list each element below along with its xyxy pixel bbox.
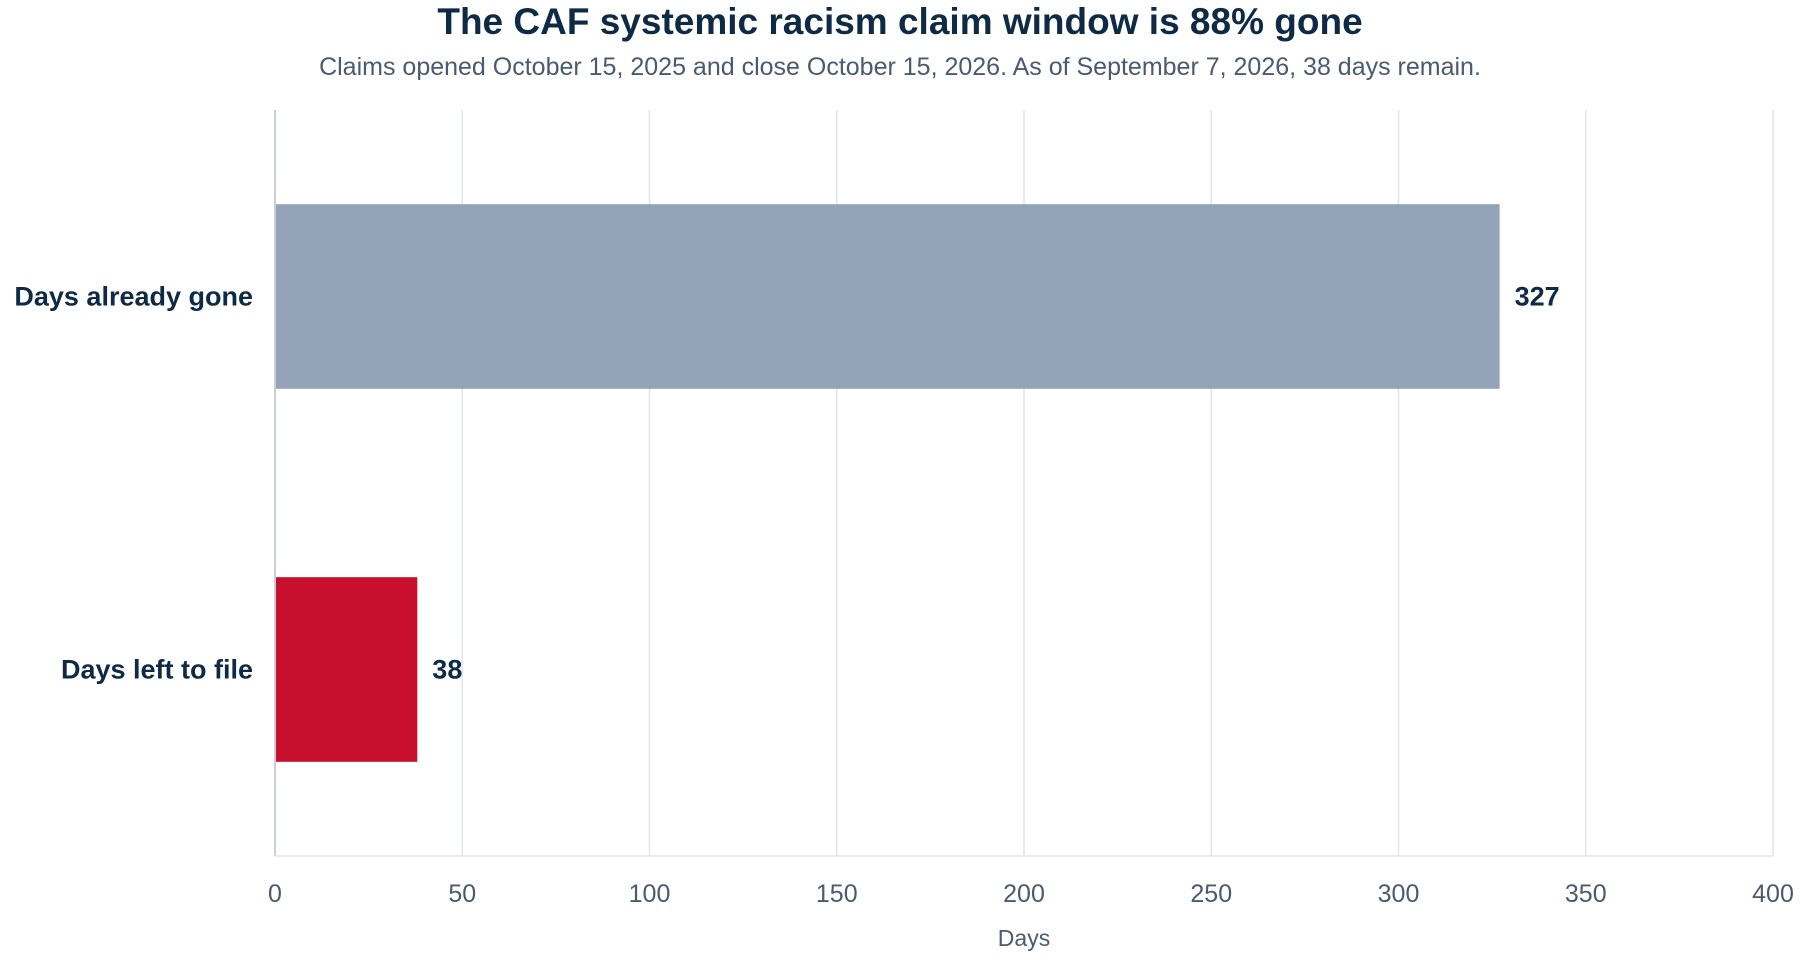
bar-days-already-gone: [276, 204, 1500, 389]
x-tick-label-150: 150: [816, 880, 858, 908]
x-tick-label-50: 50: [448, 880, 476, 908]
x-tick-label-350: 350: [1565, 880, 1607, 908]
category-label: Days already gone: [14, 282, 253, 312]
x-axis: 0 50 100 150 200 250 300 350 400: [268, 110, 1794, 908]
bar-days-left-to-file: [276, 577, 418, 762]
x-tick-label-400: 400: [1752, 880, 1794, 908]
x-tick-label-200: 200: [1003, 880, 1045, 908]
labels: Days already gone 327 Days left to file 38: [14, 282, 1559, 685]
chart-title: The CAF systemic racism claim window is …: [437, 1, 1362, 42]
chart-subtitle: Claims opened October 15, 2025 and close…: [319, 53, 1481, 81]
value-label: 327: [1515, 282, 1560, 312]
bars: [276, 204, 1500, 762]
x-tick-label-100: 100: [629, 880, 671, 908]
x-tick-label-0: 0: [268, 880, 282, 908]
x-axis-title: Days: [998, 925, 1050, 951]
x-tick-label-300: 300: [1378, 880, 1420, 908]
x-tick-label-250: 250: [1190, 880, 1232, 908]
category-label: Days left to file: [61, 655, 253, 685]
value-label: 38: [432, 655, 462, 685]
